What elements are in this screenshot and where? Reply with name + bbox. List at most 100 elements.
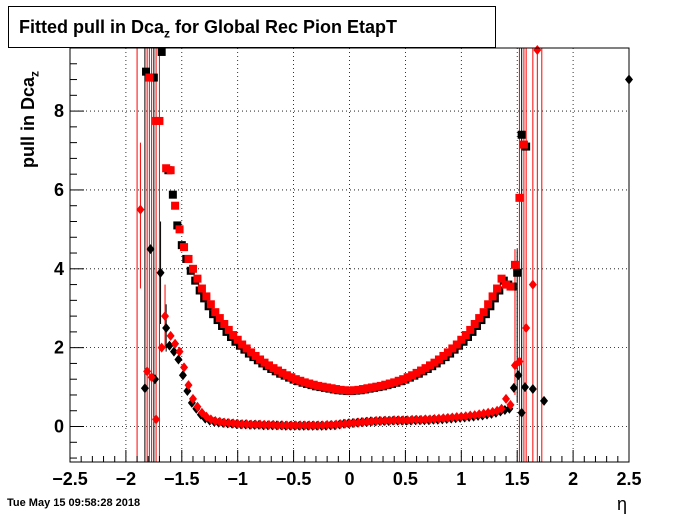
data-point-diamond <box>140 383 149 394</box>
data-point-square <box>211 308 220 317</box>
data-point-square <box>399 375 408 384</box>
data-point-square <box>515 193 524 202</box>
data-point-diamond <box>439 413 448 424</box>
data-point-diamond <box>273 420 282 431</box>
data-point-diamond <box>332 419 341 430</box>
x-tick-label: 1.5 <box>505 469 530 489</box>
data-point-square <box>403 373 412 382</box>
data-point-diamond <box>323 419 332 430</box>
data-point-square <box>327 384 336 393</box>
data-point-diamond <box>376 415 385 426</box>
data-point-square <box>354 385 363 394</box>
data-point-diamond <box>247 419 256 430</box>
data-point-square <box>421 364 430 373</box>
x-tick-label: −0.5 <box>276 469 312 489</box>
data-point-diamond <box>157 342 166 353</box>
data-point-diamond <box>394 415 403 426</box>
y-tick-label: 2 <box>54 338 64 358</box>
data-point-diamond <box>399 415 408 426</box>
data-point-square <box>488 292 497 301</box>
data-point-diamond <box>233 418 242 429</box>
data-point-diamond <box>372 415 381 426</box>
data-point-diamond <box>502 393 511 404</box>
data-point-diamond <box>229 418 238 429</box>
x-tick-label: −2.5 <box>52 469 88 489</box>
chart-title-box: Fitted pull in Dcaz for Global Rec Pion … <box>8 6 496 48</box>
chart-title: Fitted pull in Dcaz for Global Rec Pion … <box>19 17 397 41</box>
chart-title-subscript: z <box>164 26 171 41</box>
data-point-square <box>318 382 327 391</box>
data-point-square <box>443 348 452 357</box>
data-point-diamond <box>354 417 363 428</box>
data-point-square <box>461 331 470 340</box>
data-point-square <box>162 164 171 173</box>
y-tick-label: 0 <box>54 417 64 437</box>
data-point-diamond <box>522 322 531 333</box>
y-axis-label: pull in Dcaz <box>18 48 42 168</box>
data-point-square <box>452 340 461 349</box>
data-point-square <box>408 371 417 380</box>
data-point-diamond <box>349 417 358 428</box>
data-point-diamond <box>521 382 530 393</box>
data-point-square <box>202 292 211 301</box>
data-point-square <box>323 383 332 392</box>
data-point-diamond <box>174 354 183 365</box>
data-point-square <box>434 355 443 364</box>
data-point-square <box>224 325 233 334</box>
data-point-diamond <box>269 419 278 430</box>
x-tick-label: −1.5 <box>164 469 200 489</box>
data-point-diamond <box>514 370 523 381</box>
axes-ticks: −2.5 −2 −1.5 −1 −0.5 0 0.5 1 1.5 2 2.5 0 2 4 6 8 <box>52 47 642 489</box>
data-point-square <box>282 371 291 380</box>
data-point-square <box>385 379 394 388</box>
data-point-square <box>517 130 526 139</box>
data-point-diamond <box>166 330 175 341</box>
x-axis-label: η <box>617 494 628 514</box>
data-point-square <box>145 73 154 82</box>
data-point-square <box>341 386 350 395</box>
data-point-diamond <box>291 420 300 431</box>
data-point-diamond <box>188 393 197 404</box>
data-point-square <box>479 308 488 317</box>
data-point-diamond <box>318 420 327 431</box>
data-point-diamond <box>412 414 421 425</box>
data-point-diamond <box>136 204 145 215</box>
x-tick-label: 2.5 <box>616 469 641 489</box>
data-point-diamond <box>180 362 189 373</box>
chart-title-main: Fitted pull in Dca <box>19 17 165 37</box>
datestamp: Tue May 15 09:58:28 2018 <box>7 497 141 509</box>
error-bars <box>136 48 543 462</box>
data-point-diamond <box>390 415 399 426</box>
data-point-diamond <box>505 403 514 414</box>
data-point-diamond <box>171 338 180 349</box>
data-point-square <box>394 376 403 385</box>
data-point-diamond <box>448 412 457 423</box>
data-point-diamond <box>165 340 174 351</box>
data-point-diamond <box>300 420 309 431</box>
data-point-diamond <box>421 414 430 425</box>
data-point-diamond <box>341 418 350 429</box>
data-point-diamond <box>256 419 265 430</box>
data-point-square <box>296 376 305 385</box>
data-point-square <box>513 268 522 277</box>
data-point-diamond <box>143 366 152 377</box>
data-point-diamond <box>345 418 354 429</box>
data-point-square <box>332 385 341 394</box>
data-point-diamond <box>506 399 515 410</box>
data-point-square <box>425 361 434 370</box>
data-point-diamond <box>517 407 526 418</box>
data-point-diamond <box>260 419 269 430</box>
data-point-square <box>475 314 484 323</box>
data-point-square <box>256 355 265 364</box>
data-point-diamond <box>161 311 170 322</box>
data-point-diamond <box>147 372 156 383</box>
data-point-diamond <box>220 417 229 428</box>
data-point-square <box>345 386 354 395</box>
data-point-diamond <box>169 346 178 357</box>
data-point-square <box>309 380 318 389</box>
data-point-diamond <box>175 346 184 357</box>
data-point-square <box>466 325 475 334</box>
data-point-square <box>502 280 511 289</box>
chart-title-suffix: for Global Rec Pion EtapT <box>170 17 398 37</box>
